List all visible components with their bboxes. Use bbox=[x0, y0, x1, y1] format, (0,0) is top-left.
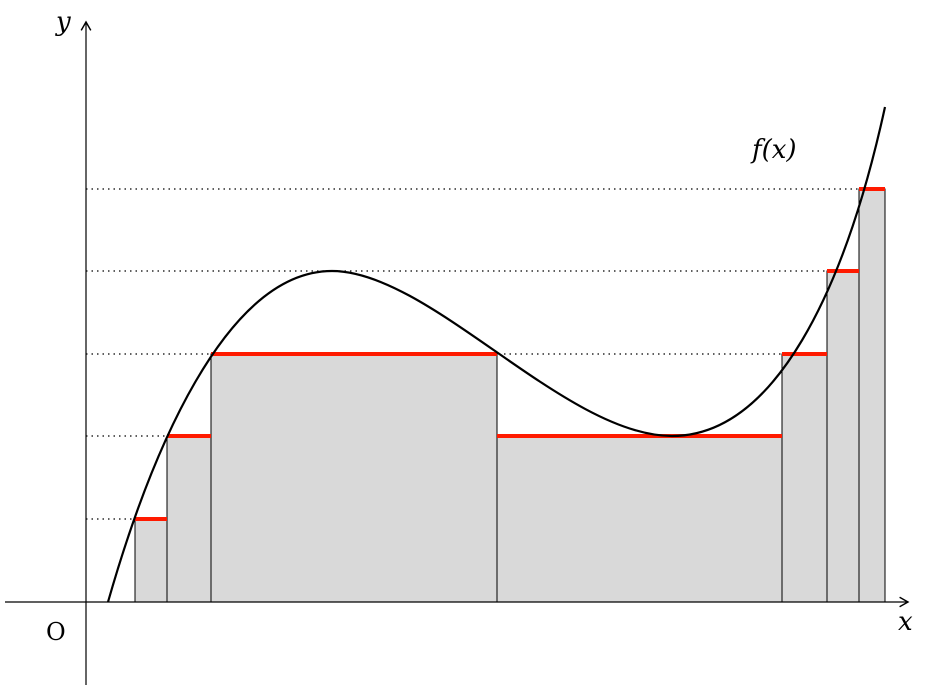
y-axis-label: y bbox=[55, 7, 71, 37]
function-curve bbox=[106, 106, 887, 603]
rectangles bbox=[134, 188, 886, 603]
x-axis-label: x bbox=[898, 607, 913, 637]
rect-1 bbox=[134, 518, 168, 603]
function-label: f(x) bbox=[750, 135, 797, 165]
rect-3 bbox=[210, 353, 498, 603]
origin-label: O bbox=[46, 618, 66, 646]
rect-4 bbox=[496, 435, 783, 603]
rect-2 bbox=[166, 435, 212, 603]
rect-7 bbox=[858, 188, 886, 603]
rect-6 bbox=[826, 270, 860, 603]
rect-5 bbox=[781, 353, 828, 603]
level-lines bbox=[135, 187, 885, 521]
